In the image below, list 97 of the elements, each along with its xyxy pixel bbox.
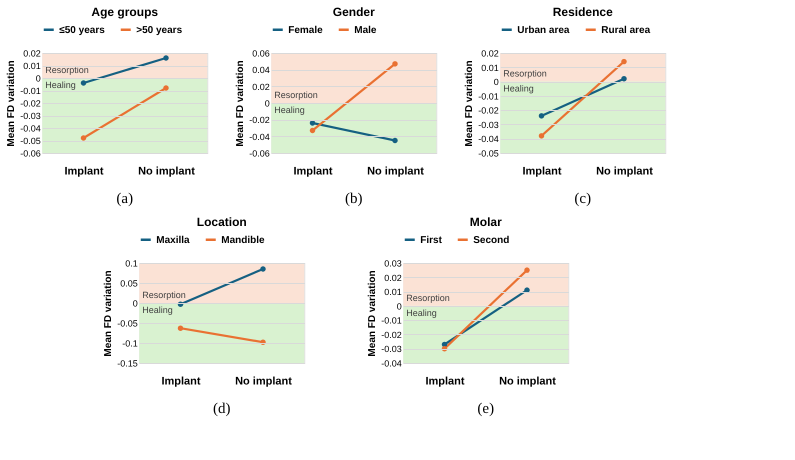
text: (c) xyxy=(574,191,592,207)
point xyxy=(178,325,184,331)
y-tick-label: 0 xyxy=(264,98,270,108)
y-tick-label: 0.01 xyxy=(384,287,402,298)
y-tick-label: -0.06 xyxy=(20,148,41,158)
y-tick-label: 0.01 xyxy=(481,62,499,73)
x-tick-label: Implant xyxy=(522,166,562,178)
y-tick-label: -0.01 xyxy=(478,91,499,102)
y-tick-label: -0.04 xyxy=(381,358,402,368)
y-tick-label: -0.03 xyxy=(478,120,499,130)
x-tick-label: No implant xyxy=(596,166,654,178)
y-tick-label: -0.05 xyxy=(117,318,138,328)
y-tick-label: -0.02 xyxy=(20,98,41,108)
chart-title: Location xyxy=(196,215,247,229)
chart-title: Residence xyxy=(552,5,614,19)
x-tick-label: Implant xyxy=(425,376,465,388)
point xyxy=(80,135,86,141)
band-label: Resorption xyxy=(406,292,450,303)
point xyxy=(260,266,266,272)
y-tick-label: -0.04 xyxy=(478,134,499,144)
legend-label: >50 years xyxy=(136,24,183,36)
point xyxy=(310,128,316,134)
legend-label: Urban area xyxy=(517,24,570,36)
y-tick-label: -0.1 xyxy=(122,338,138,348)
band-label: Healing xyxy=(406,308,437,318)
point xyxy=(163,55,169,61)
y-tick-label: 0 xyxy=(36,74,41,84)
point xyxy=(163,85,169,91)
point xyxy=(392,61,398,67)
y-axis-title: Mean FD variation xyxy=(464,60,476,147)
legend-label: Mandible xyxy=(221,234,266,246)
point xyxy=(392,138,398,144)
band-label: Healing xyxy=(142,305,173,315)
text: (b) xyxy=(345,191,362,207)
y-tick-label: -0.01 xyxy=(381,316,402,326)
y-tick-label: 0.03 xyxy=(384,258,402,268)
legend-label: Second xyxy=(473,234,510,246)
text: (a) xyxy=(116,191,134,207)
legend-label: First xyxy=(420,234,443,246)
y-tick-label: -0.03 xyxy=(381,344,402,354)
band-label: Healing xyxy=(45,80,76,90)
text: (e) xyxy=(477,401,494,417)
chart-title: Age groups xyxy=(91,5,158,19)
y-tick-label: -0.05 xyxy=(478,148,499,158)
y-tick-label: 0.1 xyxy=(125,258,138,268)
band-label: Resorption xyxy=(503,68,547,79)
point xyxy=(80,80,86,86)
band-label: Resorption xyxy=(45,65,89,75)
y-axis-title: Mean FD variation xyxy=(6,60,18,147)
y-tick-label: -0.06 xyxy=(249,148,270,158)
y-tick-label: -0.02 xyxy=(478,106,499,116)
chart-title: Molar xyxy=(470,215,502,229)
legend-label: Female xyxy=(288,24,324,36)
y-tick-label: 0 xyxy=(494,77,499,88)
x-tick-label: No implant xyxy=(138,166,196,178)
chart-title: Gender xyxy=(332,5,376,19)
x-tick-label: Implant xyxy=(161,376,201,388)
legend-label: Rural area xyxy=(601,24,651,36)
y-tick-label: -0.04 xyxy=(249,132,270,142)
y-tick-label: -0.01 xyxy=(20,86,41,96)
y-tick-label: 0.01 xyxy=(23,61,41,71)
y-tick-label: -0.02 xyxy=(249,115,270,126)
y-axis-title: Mean FD variation xyxy=(235,60,246,147)
y-tick-label: 0.06 xyxy=(252,48,270,58)
y-tick-label: 0.02 xyxy=(23,48,41,58)
x-tick-label: Implant xyxy=(64,166,104,178)
x-tick-label: Implant xyxy=(293,166,333,178)
legend-label: Male xyxy=(354,24,377,36)
x-tick-label: No implant xyxy=(235,376,292,388)
y-tick-label: 0 xyxy=(132,298,138,308)
y-tick-label: -0.04 xyxy=(20,124,41,134)
band-label: Resorption xyxy=(274,90,318,100)
legend-label: ≤50 years xyxy=(59,24,106,36)
y-tick-label: 0.02 xyxy=(252,82,270,92)
x-tick-label: No implant xyxy=(367,166,424,178)
y-tick-label: 0 xyxy=(396,301,402,312)
point xyxy=(538,133,544,139)
y-tick-label: 0.04 xyxy=(252,65,270,76)
y-tick-label: -0.03 xyxy=(20,111,41,121)
point xyxy=(621,76,627,82)
point xyxy=(524,267,530,273)
y-tick-label: 0.02 xyxy=(384,272,402,283)
y-tick-label: -0.15 xyxy=(117,358,138,368)
band-label: Resorption xyxy=(142,290,186,300)
point xyxy=(538,113,544,119)
band-label: Healing xyxy=(503,84,534,94)
text: (d) xyxy=(213,401,230,417)
x-tick-label: No implant xyxy=(499,376,556,388)
legend-label: Maxilla xyxy=(156,234,190,246)
y-tick-label: -0.05 xyxy=(20,136,41,146)
point xyxy=(621,58,627,64)
y-tick-label: 0.02 xyxy=(481,48,499,58)
band-label: Healing xyxy=(274,105,305,115)
y-tick-label: 0.05 xyxy=(120,278,138,288)
y-axis-title: Mean FD variation xyxy=(103,270,114,357)
y-tick-label: -0.02 xyxy=(381,330,402,340)
y-axis-title: Mean FD variation xyxy=(367,270,378,357)
